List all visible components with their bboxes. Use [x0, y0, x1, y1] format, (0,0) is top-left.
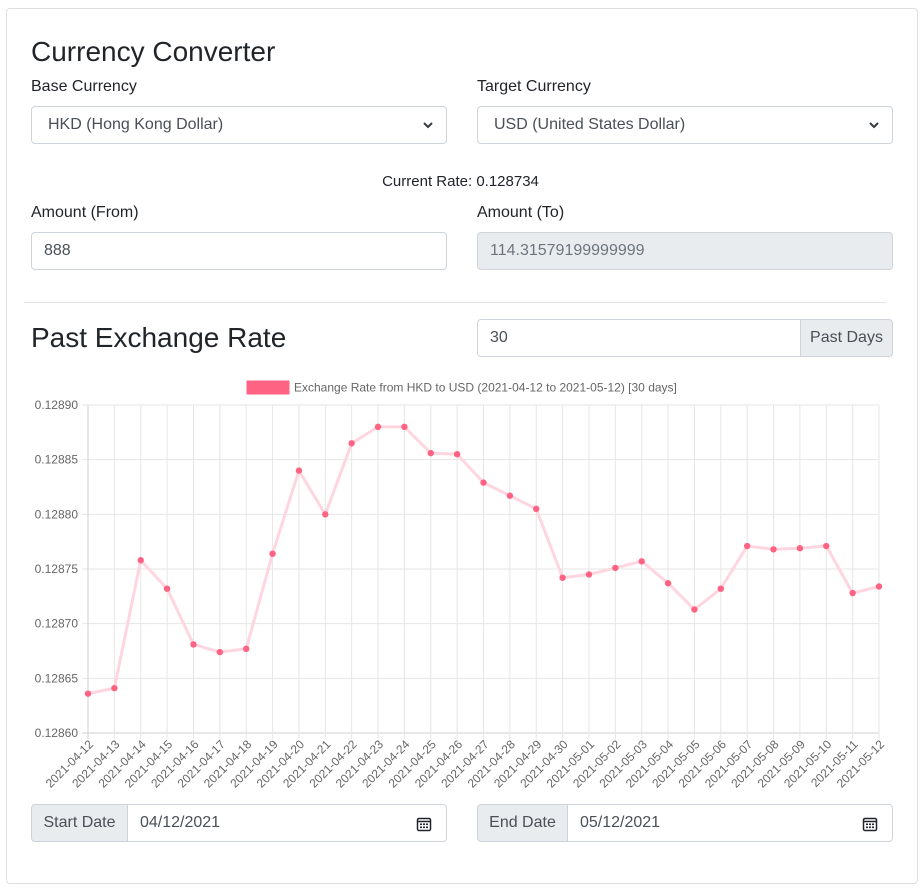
amount-from-input[interactable]: 888 [31, 232, 447, 270]
data-point [401, 423, 408, 431]
base-currency-select[interactable]: HKD (Hong Kong Dollar) [31, 106, 447, 144]
start-date-label: Start Date [31, 804, 128, 842]
amount-from-value: 888 [44, 242, 71, 259]
data-point [638, 558, 645, 565]
current-rate-value: 0.128734 [476, 173, 539, 190]
section-divider [24, 302, 886, 303]
end-date-value: 05/12/2021 [580, 814, 661, 831]
y-axis: 0.12890 0.12885 0.12880 0.12875 0.12870 0.128… [35, 398, 79, 740]
past-days-value: 30 [490, 329, 508, 346]
series-points [84, 423, 883, 697]
data-point [823, 542, 830, 550]
y-tick-label: 0.12865 [35, 671, 79, 685]
exchange-rate-chart: Exchange Rate from HKD to USD (2021-04-1… [35, 380, 888, 791]
data-point [322, 511, 329, 518]
chevron-down-icon [869, 122, 879, 129]
data-point [243, 645, 250, 653]
calendar-icon[interactable] [416, 816, 432, 832]
x-axis: 2021-04-122021-04-132021-04-142021-04-15… [43, 737, 888, 791]
data-point [216, 648, 224, 656]
target-currency-select[interactable]: USD (United States Dollar) [477, 106, 893, 144]
history-title: Past Exchange Rate [31, 322, 287, 353]
data-point [585, 571, 593, 578]
page-title: Currency Converter [31, 36, 276, 67]
y-tick-label: 0.12885 [35, 453, 79, 467]
data-point [612, 564, 619, 572]
y-tick-label: 0.12880 [35, 507, 79, 521]
data-point [427, 449, 434, 457]
data-point [559, 574, 566, 581]
chevron-down-icon [423, 122, 433, 129]
data-point [849, 589, 856, 597]
data-point [163, 585, 171, 592]
data-point [374, 423, 382, 431]
data-point [295, 467, 303, 474]
data-point [691, 606, 698, 613]
legend-label: Exchange Rate from HKD to USD (2021-04-1… [294, 381, 677, 395]
target-currency-label: Target Currency [477, 78, 591, 95]
data-point [269, 550, 276, 557]
amount-to-label: Amount (To) [477, 204, 565, 221]
data-point [190, 641, 197, 648]
amount-to-output: 114.31579199999999 [477, 232, 893, 270]
base-currency-value: HKD (Hong Kong Dollar) [48, 116, 224, 133]
converter-card [6, 8, 918, 884]
data-point [875, 583, 883, 590]
legend-swatch [246, 380, 290, 395]
y-tick-label: 0.12890 [35, 398, 79, 412]
data-point [717, 585, 724, 592]
amount-to-value: 114.31579199999999 [490, 242, 645, 259]
data-point [506, 492, 514, 499]
data-point [137, 557, 144, 564]
y-tick-label: 0.12875 [35, 562, 79, 576]
y-tick-label: 0.12860 [35, 726, 79, 740]
data-point [453, 451, 461, 458]
amount-from-label: Amount (From) [31, 204, 139, 221]
data-point [743, 542, 751, 550]
start-date-input[interactable]: 04/12/2021 [127, 804, 447, 842]
target-currency-value: USD (United States Dollar) [494, 116, 686, 133]
data-point [664, 580, 672, 587]
chart-legend: Exchange Rate from HKD to USD (2021-04-1… [246, 380, 677, 395]
data-point [533, 505, 540, 513]
past-days-input[interactable]: 30 [477, 319, 801, 357]
data-point [348, 440, 355, 447]
chart-grid [82, 404, 880, 739]
past-days-button[interactable]: Past Days [800, 319, 893, 357]
current-rate-label: Current Rate: [382, 173, 473, 190]
data-point [796, 545, 804, 552]
start-date-value: 04/12/2021 [140, 814, 221, 831]
end-date-input[interactable]: 05/12/2021 [567, 804, 893, 842]
base-currency-label: Base Currency [31, 78, 137, 95]
data-point [84, 690, 92, 697]
data-point [770, 546, 777, 553]
y-tick-label: 0.12870 [35, 617, 79, 631]
current-rate: Current Rate: 0.128734 [0, 173, 921, 190]
end-date-label: End Date [477, 804, 568, 842]
calendar-icon[interactable] [862, 816, 878, 832]
data-point [480, 479, 487, 486]
data-point [111, 684, 118, 692]
